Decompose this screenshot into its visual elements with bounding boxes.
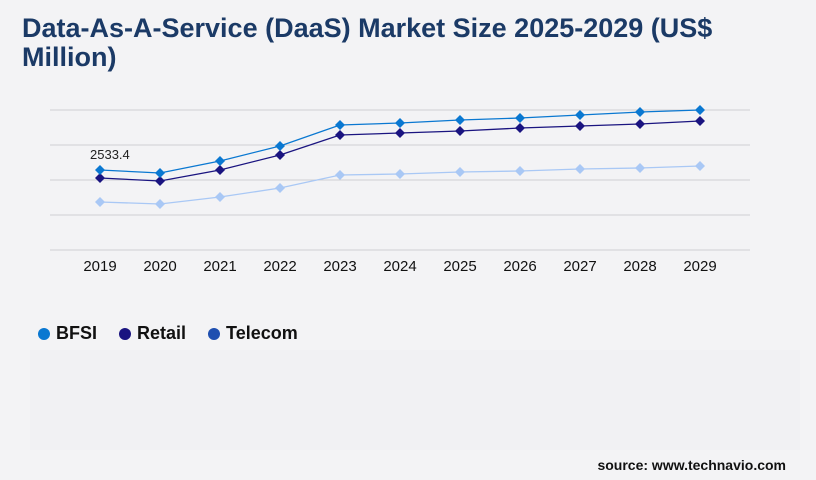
data-label: 2533.4 [90, 147, 130, 162]
legend: BFSI Retail Telecom [38, 323, 298, 344]
x-tick-label: 2027 [563, 258, 596, 275]
source-text: source: www.technavio.com [597, 457, 786, 473]
data-point-telecom [455, 167, 465, 178]
legend-label: Telecom [226, 323, 298, 343]
data-point-bfsi [515, 113, 525, 124]
data-point-telecom [155, 198, 165, 209]
legend-item-bfsi: BFSI [38, 323, 97, 344]
data-point-retail [95, 173, 105, 184]
legend-marker-icon [119, 327, 132, 340]
data-point-telecom [275, 183, 285, 194]
x-tick-label: 2024 [383, 258, 416, 275]
data-point-bfsi [335, 119, 345, 130]
x-tick-label: 2021 [203, 258, 236, 275]
x-tick-label: 2028 [623, 258, 656, 275]
data-point-telecom [635, 163, 645, 174]
data-point-retail [155, 176, 165, 187]
data-point-retail [515, 122, 525, 133]
x-tick-label: 2029 [683, 258, 716, 275]
data-point-retail [575, 121, 585, 132]
legend-label: Retail [137, 323, 187, 343]
data-point-bfsi [455, 115, 465, 126]
data-point-telecom [215, 192, 225, 203]
data-point-telecom [515, 166, 525, 177]
legend-item-telecom: Telecom [208, 323, 298, 344]
x-tick-label: 2025 [443, 258, 476, 275]
data-point-bfsi [635, 107, 645, 118]
data-point-retail [215, 165, 225, 176]
x-tick-label: 2020 [143, 258, 176, 275]
data-point-retail [275, 149, 285, 160]
chart-title: Data-As-A-Service (DaaS) Market Size 202… [22, 13, 713, 72]
data-point-bfsi [155, 167, 165, 178]
background-panel [30, 350, 800, 450]
data-point-bfsi [95, 165, 105, 176]
legend-marker-icon [38, 327, 50, 340]
data-point-retail [395, 128, 405, 139]
data-point-telecom [575, 164, 585, 175]
data-point-retail [695, 116, 705, 127]
data-point-retail [635, 119, 645, 130]
x-tick-label: 2026 [503, 258, 536, 275]
legend-item-retail: Retail [119, 323, 186, 344]
x-tick-label: 2023 [323, 258, 356, 275]
x-tick-label: 2022 [263, 258, 296, 275]
data-point-telecom [335, 170, 345, 181]
data-point-telecom [695, 161, 705, 172]
data-point-bfsi [575, 110, 585, 121]
data-point-retail [335, 130, 345, 141]
data-point-bfsi [275, 140, 285, 151]
x-tick-label: 2019 [83, 258, 116, 275]
data-point-bfsi [215, 155, 225, 166]
legend-marker-icon [208, 327, 221, 340]
data-point-telecom [395, 169, 405, 180]
legend-label: BFSI [56, 323, 98, 343]
data-point-bfsi [695, 105, 705, 115]
data-point-telecom [95, 197, 105, 208]
data-point-bfsi [395, 118, 405, 129]
data-point-retail [455, 125, 465, 136]
